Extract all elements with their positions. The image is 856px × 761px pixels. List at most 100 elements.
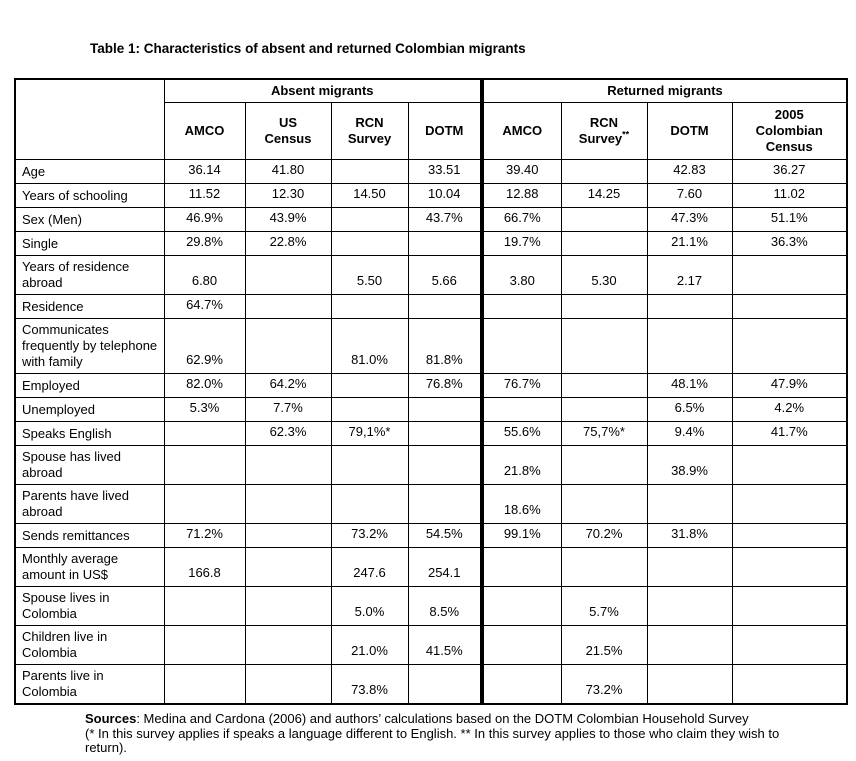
table-cell: 70.2% <box>560 523 648 548</box>
table-cell: 166.8 <box>163 547 246 587</box>
table-cell: 75,7%* <box>560 421 648 446</box>
table-cell <box>560 231 648 256</box>
row-label: Communicates frequently by telephone wit… <box>14 318 165 374</box>
table-cell: 43.7% <box>407 207 483 232</box>
table-cell: 6.80 <box>163 255 246 295</box>
table-cell <box>244 547 332 587</box>
table-cell: 247.6 <box>330 547 409 587</box>
table-cell: 3.80 <box>480 255 562 295</box>
table-title: Table 1: Characteristics of absent and r… <box>90 41 526 56</box>
table-row: Employed 82.0% 64.2% 76.8% 76.7% 48.1% 47.9% <box>14 373 848 398</box>
table-cell: 11.52 <box>163 183 246 208</box>
table-cell: 5.0% <box>330 586 409 626</box>
row-label: Parents have lived abroad <box>14 484 165 524</box>
table-row: Age 36.14 41.80 33.51 39.40 42.83 36.27 <box>14 159 848 184</box>
table-cell <box>163 586 246 626</box>
row-label: Speaks English <box>14 421 165 446</box>
table-row: Speaks English 62.3% 79,1%* 55.6% 75,7%* 9.4%… <box>14 421 848 446</box>
table-cell <box>244 484 332 524</box>
table-cell: 4.2% <box>731 397 848 422</box>
column-header-amco-returned: AMCO <box>480 102 562 160</box>
table-cell <box>163 625 246 665</box>
table-cell: 29.8% <box>163 231 246 256</box>
table-cell <box>330 207 409 232</box>
row-label: Parents live in Colombia <box>14 664 165 705</box>
table-cell <box>560 159 648 184</box>
table-row: Spouse lives in Colombia 5.0% 8.5% 5.7% <box>14 586 848 626</box>
table-cell: 21.1% <box>646 231 733 256</box>
table-cell: 71.2% <box>163 523 246 548</box>
table-row: Sex (Men) 46.9% 43.9% 43.7% 66.7% 47.3% 51.1% <box>14 207 848 232</box>
table-cell: 64.2% <box>244 373 332 398</box>
table-cell: 66.7% <box>480 207 562 232</box>
table-cell: 36.27 <box>731 159 848 184</box>
table-cell: 12.30 <box>244 183 332 208</box>
column-header-2005-colombian-census-returned: 2005 Colombian Census <box>731 102 848 160</box>
table-cell <box>731 664 848 705</box>
table-cell: 21.5% <box>560 625 648 665</box>
group-header-absent: Absent migrants <box>163 78 483 103</box>
table-cell: 38.9% <box>646 445 733 485</box>
table-cell: 64.7% <box>163 294 246 319</box>
table-cell <box>244 523 332 548</box>
table-cell: 5.7% <box>560 586 648 626</box>
table-cell <box>244 255 332 295</box>
column-header-rcn-survey-absent: RCN Survey <box>330 102 409 160</box>
table-cell <box>646 586 733 626</box>
table-cell: 254.1 <box>407 547 483 587</box>
table-row: Years of residence abroad 6.80 5.50 5.66 3.8… <box>14 255 848 295</box>
table-cell: 47.3% <box>646 207 733 232</box>
table-row: Spouse has lived abroad 21.8% 38.9% <box>14 445 848 485</box>
table-footnote: Sources: Medina and Cardona (2006) and a… <box>85 711 797 756</box>
table-cell: 76.8% <box>407 373 483 398</box>
row-label: Sends remittances <box>14 523 165 548</box>
table-row: Parents have lived abroad 18.6% <box>14 484 848 524</box>
footnote-text: (* In this survey applies if speaks a la… <box>85 725 780 755</box>
table-cell <box>407 294 483 319</box>
row-label: Residence <box>14 294 165 319</box>
table-cell: 19.7% <box>480 231 562 256</box>
table-cell: 62.3% <box>244 421 332 446</box>
table-cell <box>407 421 483 446</box>
row-label: Monthly average amount in US$ <box>14 547 165 587</box>
table-cell <box>560 318 648 374</box>
table-cell: 81.0% <box>330 318 409 374</box>
table-cell: 73.2% <box>330 523 409 548</box>
table-cell <box>731 625 848 665</box>
table-cell <box>330 159 409 184</box>
table-cell <box>480 586 562 626</box>
table-cell: 18.6% <box>480 484 562 524</box>
table-cell: 81.8% <box>407 318 483 374</box>
table-cell <box>560 445 648 485</box>
table-row: Sends remittances 71.2% 73.2% 54.5% 99.1% 70.… <box>14 523 848 548</box>
table-cell: 41.7% <box>731 421 848 446</box>
table-cell <box>731 318 848 374</box>
table-cell <box>330 373 409 398</box>
table-cell <box>163 484 246 524</box>
table-cell <box>731 523 848 548</box>
table-cell: 14.50 <box>330 183 409 208</box>
row-label: Children live in Colombia <box>14 625 165 665</box>
table-cell: 9.4% <box>646 421 733 446</box>
table-cell: 82.0% <box>163 373 246 398</box>
table-cell <box>244 664 332 705</box>
table-cell <box>330 445 409 485</box>
table-cell: 39.40 <box>480 159 562 184</box>
table-cell <box>163 421 246 446</box>
table-cell <box>407 445 483 485</box>
table-cell: 51.1% <box>731 207 848 232</box>
table-cell: 47.9% <box>731 373 848 398</box>
row-label: Employed <box>14 373 165 398</box>
table-cell <box>731 445 848 485</box>
table-cell: 41.5% <box>407 625 483 665</box>
table-cell <box>330 231 409 256</box>
table-cell <box>731 255 848 295</box>
table-cell <box>480 294 562 319</box>
table-cell <box>731 294 848 319</box>
table-cell <box>407 484 483 524</box>
row-label: Single <box>14 231 165 256</box>
column-header-dotm-returned: DOTM <box>646 102 733 160</box>
table-cell <box>480 625 562 665</box>
table-cell: 46.9% <box>163 207 246 232</box>
